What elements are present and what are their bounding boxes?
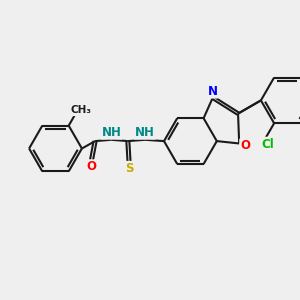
Text: S: S [125, 162, 133, 175]
Text: N: N [208, 85, 218, 98]
Text: O: O [240, 140, 250, 152]
Text: NH: NH [135, 126, 155, 139]
Text: NH: NH [101, 126, 122, 139]
Text: Cl: Cl [261, 138, 274, 151]
Text: O: O [86, 160, 97, 173]
Text: CH₃: CH₃ [71, 105, 92, 115]
